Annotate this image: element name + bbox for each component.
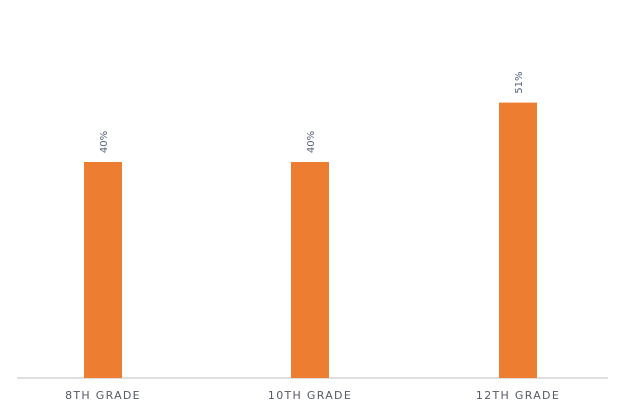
data-labels-group: 40% 40% 51% (99, 71, 525, 153)
bar-12th-grade (499, 102, 537, 378)
category-label: 10TH GRADE (268, 389, 352, 402)
category-label: 8TH GRADE (65, 389, 141, 402)
data-label: 40% (306, 131, 317, 153)
data-label: 40% (99, 131, 110, 153)
bar-10th-grade (291, 162, 329, 378)
category-labels-group: 8TH GRADE 10TH GRADE 12TH GRADE (65, 389, 560, 402)
bars-group (84, 102, 537, 378)
category-label: 12TH GRADE (476, 389, 560, 402)
bar-8th-grade (84, 162, 122, 378)
data-label: 51% (514, 71, 525, 93)
